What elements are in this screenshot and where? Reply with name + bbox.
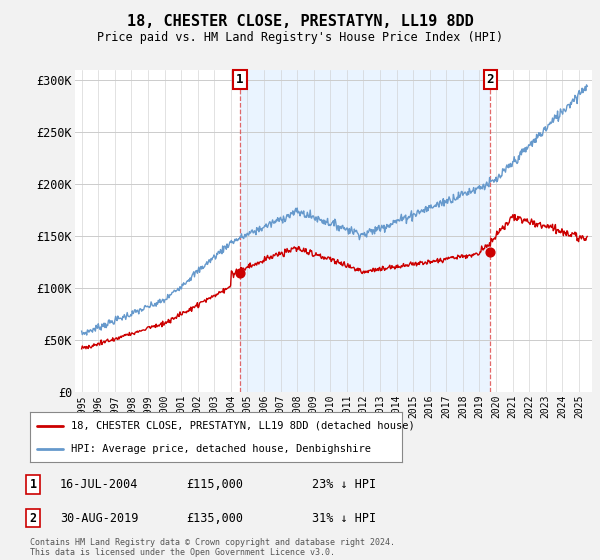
Text: 23% ↓ HPI: 23% ↓ HPI (312, 478, 376, 491)
Text: HPI: Average price, detached house, Denbighshire: HPI: Average price, detached house, Denb… (71, 445, 371, 454)
Text: Contains HM Land Registry data © Crown copyright and database right 2024.
This d: Contains HM Land Registry data © Crown c… (30, 538, 395, 557)
Text: £115,000: £115,000 (186, 478, 243, 491)
Point (235, 268, 245, 277)
Text: 18, CHESTER CLOSE, PRESTATYN, LL19 8DD (detached house): 18, CHESTER CLOSE, PRESTATYN, LL19 8DD (… (71, 421, 415, 431)
Point (485, 248, 495, 256)
Text: 1: 1 (29, 478, 37, 491)
Text: 16-JUL-2004: 16-JUL-2004 (60, 478, 139, 491)
Text: 1: 1 (236, 73, 244, 86)
Text: Price paid vs. HM Land Registry's House Price Index (HPI): Price paid vs. HM Land Registry's House … (97, 31, 503, 44)
Text: 2: 2 (487, 73, 494, 86)
Text: 2: 2 (29, 511, 37, 525)
Text: £135,000: £135,000 (186, 511, 243, 525)
Text: 30-AUG-2019: 30-AUG-2019 (60, 511, 139, 525)
Text: 18, CHESTER CLOSE, PRESTATYN, LL19 8DD: 18, CHESTER CLOSE, PRESTATYN, LL19 8DD (127, 14, 473, 29)
Text: 31% ↓ HPI: 31% ↓ HPI (312, 511, 376, 525)
Bar (240, 70, 490, 392)
